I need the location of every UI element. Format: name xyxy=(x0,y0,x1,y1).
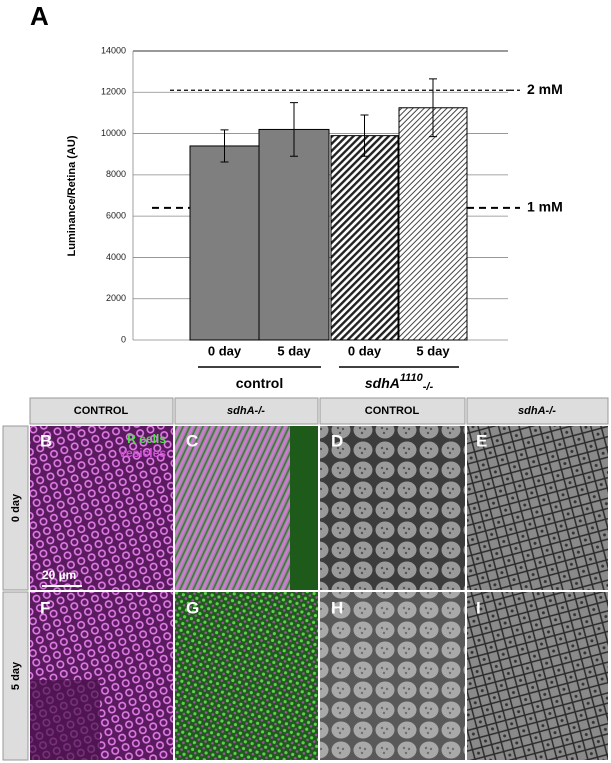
y-tick-label: 2000 xyxy=(106,293,126,303)
image xyxy=(467,592,608,760)
panel-letter: E xyxy=(476,431,487,450)
image-panels: CONTROL sdhA-/- CONTROL sdhA-/- 0 day 5 … xyxy=(2,397,609,761)
bar xyxy=(189,145,260,341)
reference-label: 2 mM xyxy=(527,81,563,97)
column-header: sdhA-/- xyxy=(227,405,265,417)
reference-label: 1 mM xyxy=(527,199,563,215)
column-header: CONTROL xyxy=(365,405,420,417)
y-axis-label: Luminance/Retina (AU) xyxy=(66,135,78,256)
image xyxy=(290,426,318,590)
plot: 0 2000 4000 6000 8000 10000 12000 14000 0 day 5 d… xyxy=(101,45,563,393)
header-box xyxy=(319,397,466,425)
y-tick-label: 14000 xyxy=(101,45,126,55)
panel-letter: C xyxy=(186,431,198,450)
panel-label: A xyxy=(30,1,49,31)
row-label: 0 day xyxy=(10,493,22,522)
scale-bar-label: 20 µm xyxy=(42,568,76,582)
column-header: sdhA-/- xyxy=(518,405,556,417)
group-label-sup: 1110 xyxy=(400,372,424,384)
row-label: 5 day xyxy=(10,661,22,690)
bar xyxy=(398,107,468,341)
panel-letter: D xyxy=(331,431,343,450)
panel-letter: G xyxy=(186,598,199,617)
group-label: control xyxy=(236,375,283,391)
x-tick-label: 5 day xyxy=(277,343,311,358)
y-tick-label: 10000 xyxy=(101,128,126,138)
group-label-text: control xyxy=(236,375,283,391)
row-box xyxy=(2,425,29,591)
panel-letter: H xyxy=(331,598,343,617)
error-bar xyxy=(360,114,369,157)
y-tick-label: 4000 xyxy=(106,252,126,262)
image xyxy=(467,426,608,590)
image xyxy=(30,680,100,760)
image xyxy=(320,592,465,760)
group-label: sdhA1110-/- xyxy=(365,372,434,393)
legend-text: vesicles xyxy=(119,446,166,460)
column-header: CONTROL xyxy=(74,405,129,417)
header-box xyxy=(174,397,319,425)
error-bar xyxy=(220,129,229,163)
header-box xyxy=(29,397,174,425)
bar xyxy=(258,128,330,341)
panel-letter: B xyxy=(40,431,52,450)
y-tick-label: 6000 xyxy=(106,211,126,221)
panel-letter: F xyxy=(40,598,50,617)
error-bar xyxy=(429,78,437,138)
error-bar xyxy=(290,102,298,157)
y-tick-label: 8000 xyxy=(106,169,126,179)
panel-letter: I xyxy=(476,598,481,617)
x-tick-label: 0 day xyxy=(208,343,242,358)
y-tick-label: 12000 xyxy=(101,87,126,97)
group-label-sub: -/- xyxy=(423,381,434,393)
header-box xyxy=(466,397,609,425)
row-box xyxy=(2,591,29,761)
bar xyxy=(330,135,399,341)
group-label-italic: sdhA xyxy=(365,375,400,391)
x-tick-label: 5 day xyxy=(416,343,450,358)
x-tick-label: 0 day xyxy=(348,343,382,358)
image xyxy=(320,426,465,590)
image xyxy=(30,426,173,590)
image xyxy=(175,592,318,760)
y-tick-label: 0 xyxy=(121,334,126,344)
legend-text: R cells xyxy=(127,432,166,446)
